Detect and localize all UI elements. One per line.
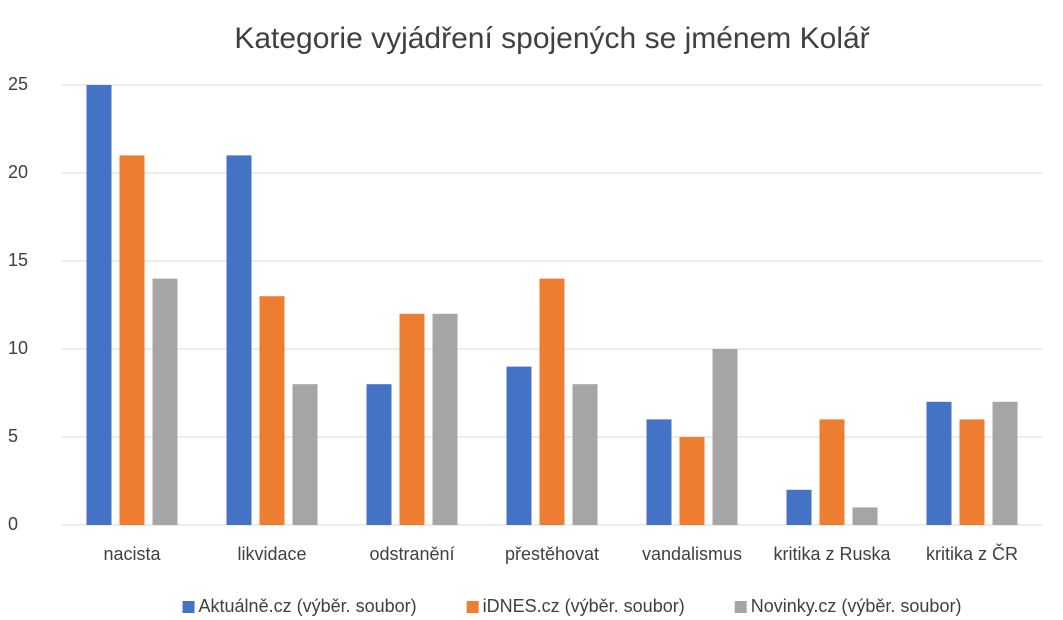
- bar: [786, 489, 812, 525]
- bar: [572, 384, 598, 525]
- bar: [852, 507, 878, 525]
- y-tick-label: 15: [8, 250, 28, 270]
- bar: [226, 155, 252, 525]
- chart-title: Kategorie vyjádření spojených se jménem …: [234, 22, 870, 55]
- x-tick-label: odstranění: [369, 544, 454, 564]
- legend-label: Novinky.cz (výběr. soubor): [751, 596, 962, 616]
- bar: [712, 349, 738, 525]
- legend-swatch: [466, 601, 479, 613]
- y-tick-label: 5: [8, 426, 18, 446]
- y-tick-label: 10: [8, 338, 28, 358]
- x-tick-label: vandalismus: [642, 544, 742, 564]
- bar: [259, 296, 285, 525]
- bar: [366, 384, 392, 525]
- x-tick-label: likvidace: [237, 544, 306, 564]
- bar: [992, 401, 1018, 525]
- bar: [506, 366, 532, 525]
- y-tick-label: 0: [8, 514, 18, 534]
- legend-swatch: [734, 601, 747, 613]
- bar: [86, 85, 112, 525]
- bar: [926, 401, 952, 525]
- x-tick-label: kritika z Ruska: [773, 544, 891, 564]
- y-tick-label: 25: [8, 74, 28, 94]
- bar: [819, 419, 845, 525]
- legend-label: iDNES.cz (výběr. soubor): [483, 596, 685, 616]
- bar: [539, 278, 565, 525]
- bar: [646, 419, 672, 525]
- bar: [959, 419, 985, 525]
- x-tick-label: přestěhovat: [505, 544, 599, 564]
- bar: [292, 384, 318, 525]
- legend-swatch: [182, 601, 195, 613]
- x-tick-label: nacista: [103, 544, 161, 564]
- bar: [679, 437, 705, 525]
- bar: [119, 155, 145, 525]
- bar: [152, 278, 178, 525]
- bar: [432, 313, 458, 525]
- bar: [399, 313, 425, 525]
- legend-label: Aktuálně.cz (výběr. soubor): [199, 596, 417, 616]
- x-tick-label: kritika z ČR: [926, 543, 1018, 564]
- y-tick-label: 20: [8, 162, 28, 182]
